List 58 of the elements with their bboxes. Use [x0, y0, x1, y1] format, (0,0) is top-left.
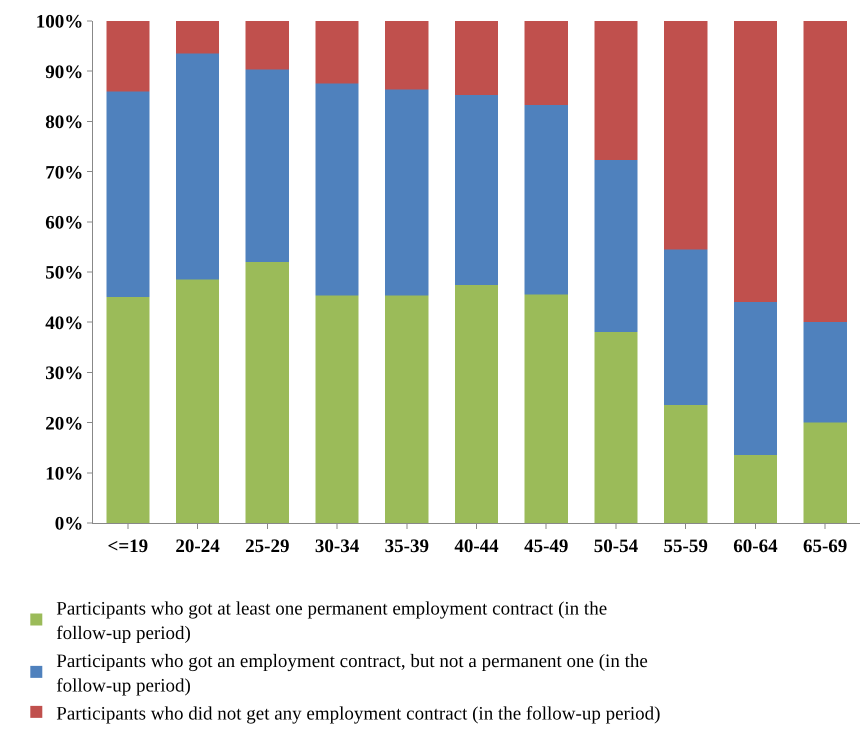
bar	[594, 21, 638, 160]
x-tick-label: 55-59	[664, 536, 708, 557]
bar	[106, 91, 150, 298]
bar	[524, 104, 568, 295]
y-tick-label: 40%	[45, 312, 84, 334]
bar	[454, 21, 498, 95]
bar	[524, 21, 568, 105]
bar	[664, 405, 708, 523]
bar	[454, 285, 498, 523]
legend-label: Participants who did not get any employment contract (in the follow-up period)	[56, 703, 660, 724]
bar	[246, 70, 289, 262]
x-tick-label: 30-34	[314, 536, 360, 557]
x-tick-label: 45-49	[524, 536, 568, 557]
bar	[385, 89, 428, 296]
y-tick-label: 80%	[45, 112, 84, 134]
y-tick-label: 100%	[36, 12, 84, 33]
legend-label: Participants who got at least one permanent employment contract (in the follow-up period)	[56, 598, 608, 644]
bar	[106, 21, 150, 92]
bar	[385, 296, 428, 523]
x-tick-label: 35-39	[384, 536, 429, 557]
y-tick-label: 20%	[45, 413, 84, 434]
bar	[385, 21, 428, 90]
bar	[734, 21, 778, 302]
bar	[524, 294, 568, 523]
bar	[804, 322, 847, 423]
y-tick-label: 30%	[45, 363, 84, 384]
bar	[315, 21, 359, 84]
y-tick-label: 50%	[45, 262, 84, 284]
x-tick-label: 65-69	[802, 536, 848, 557]
bar	[734, 302, 778, 456]
bar	[176, 21, 220, 54]
bar	[315, 296, 359, 523]
y-tick-label: 0%	[54, 514, 84, 535]
y-tick-label: 10%	[45, 463, 84, 484]
bar	[106, 297, 150, 523]
bar	[315, 83, 359, 296]
x-tick-label: 20-24	[175, 536, 220, 557]
bar	[664, 249, 708, 406]
bar	[454, 94, 498, 286]
x-tick-label: 60-64	[733, 536, 778, 557]
bar	[734, 455, 778, 523]
x-tick-label: 40-44	[454, 536, 500, 557]
y-tick-label: 60%	[45, 212, 84, 234]
bar	[176, 280, 220, 523]
x-tick-label: 25-29	[245, 536, 290, 557]
x-tick-label: <=19	[108, 536, 148, 557]
bar	[594, 332, 638, 523]
y-tick-label: 90%	[45, 62, 84, 83]
bar	[664, 21, 708, 250]
legend-label: Participants who got an employment contract, but not a permanent one (in the follow-up period)	[56, 650, 648, 697]
bar	[246, 262, 289, 523]
bar	[804, 422, 847, 523]
x-tick-label: 50-54	[594, 536, 639, 557]
bar	[594, 160, 638, 332]
bar	[804, 21, 847, 322]
bar	[246, 21, 289, 70]
bar	[176, 54, 220, 280]
y-tick-label: 70%	[45, 162, 84, 184]
